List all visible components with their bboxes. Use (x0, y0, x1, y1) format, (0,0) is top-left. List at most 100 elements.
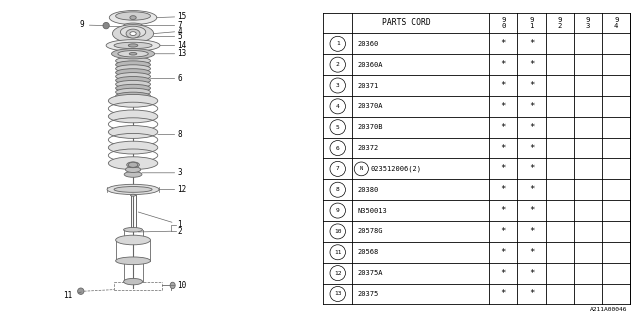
Ellipse shape (124, 23, 143, 28)
Ellipse shape (108, 157, 158, 170)
Circle shape (330, 182, 346, 197)
Ellipse shape (113, 25, 154, 43)
Text: 8: 8 (158, 130, 182, 139)
Ellipse shape (170, 282, 175, 289)
Text: *: * (529, 60, 534, 69)
Ellipse shape (118, 51, 148, 57)
Text: *: * (529, 206, 534, 215)
Ellipse shape (124, 172, 142, 177)
Ellipse shape (130, 32, 136, 36)
Circle shape (330, 36, 346, 51)
Text: 7: 7 (336, 166, 340, 172)
Ellipse shape (128, 44, 138, 47)
Text: PARTS CORD: PARTS CORD (381, 19, 431, 28)
Circle shape (330, 140, 346, 156)
Ellipse shape (116, 235, 150, 245)
Ellipse shape (116, 65, 150, 72)
Ellipse shape (114, 42, 152, 49)
Text: 9: 9 (79, 20, 103, 29)
Text: *: * (500, 248, 506, 257)
Ellipse shape (109, 11, 157, 25)
Text: *: * (500, 268, 506, 278)
Text: 9
3: 9 3 (586, 17, 590, 29)
Text: A211A00046: A211A00046 (590, 307, 627, 312)
Text: 20372: 20372 (357, 145, 378, 151)
Ellipse shape (116, 84, 150, 92)
Text: 12: 12 (159, 185, 187, 194)
Text: 5: 5 (154, 32, 182, 41)
Text: 20375A: 20375A (357, 270, 383, 276)
Text: *: * (500, 185, 506, 194)
Text: N: N (360, 166, 363, 172)
Text: *: * (529, 268, 534, 278)
Text: *: * (500, 206, 506, 215)
Text: *: * (529, 102, 534, 111)
Text: *: * (529, 227, 534, 236)
Text: *: * (529, 81, 534, 90)
Text: *: * (500, 123, 506, 132)
Circle shape (330, 161, 346, 176)
Text: *: * (500, 102, 506, 111)
Ellipse shape (116, 88, 150, 96)
Text: *: * (529, 164, 534, 173)
Text: *: * (500, 60, 506, 69)
Ellipse shape (116, 12, 150, 20)
Ellipse shape (116, 73, 150, 80)
Ellipse shape (128, 162, 138, 167)
Ellipse shape (124, 228, 143, 232)
Ellipse shape (129, 52, 137, 55)
Text: 9
1: 9 1 (529, 17, 534, 29)
Circle shape (330, 286, 346, 301)
Text: 11: 11 (63, 292, 81, 300)
Ellipse shape (116, 257, 150, 265)
Ellipse shape (111, 49, 155, 59)
Ellipse shape (108, 141, 158, 154)
Text: 6: 6 (336, 146, 340, 150)
Text: 7: 7 (143, 21, 182, 30)
Ellipse shape (116, 92, 150, 100)
Circle shape (354, 162, 369, 176)
Ellipse shape (127, 162, 140, 168)
Text: *: * (500, 39, 506, 48)
Text: 15: 15 (157, 12, 187, 21)
Ellipse shape (120, 26, 146, 38)
Text: *: * (500, 227, 506, 236)
Text: 20375: 20375 (357, 291, 378, 297)
Text: 10: 10 (334, 229, 342, 234)
Ellipse shape (116, 57, 150, 65)
Text: *: * (500, 81, 506, 90)
Text: 11: 11 (334, 250, 342, 255)
Ellipse shape (108, 94, 158, 107)
Text: 9
0: 9 0 (501, 17, 506, 29)
Ellipse shape (116, 61, 150, 68)
Circle shape (330, 120, 346, 135)
Text: 9: 9 (336, 208, 340, 213)
Ellipse shape (114, 187, 152, 192)
Text: *: * (500, 164, 506, 173)
Text: 2: 2 (138, 227, 182, 236)
Circle shape (330, 57, 346, 72)
Text: 8: 8 (336, 187, 340, 192)
Text: *: * (529, 144, 534, 153)
Ellipse shape (131, 194, 136, 196)
Text: 20370B: 20370B (357, 124, 383, 130)
Ellipse shape (108, 110, 158, 123)
Text: *: * (529, 123, 534, 132)
Circle shape (330, 266, 346, 281)
Text: 2: 2 (336, 62, 340, 67)
Text: 20371: 20371 (357, 83, 378, 89)
Text: 20578G: 20578G (357, 228, 383, 235)
Ellipse shape (116, 69, 150, 76)
Text: 14: 14 (160, 41, 187, 50)
Ellipse shape (124, 278, 143, 285)
Text: 20360: 20360 (357, 41, 378, 47)
Ellipse shape (116, 80, 150, 88)
Ellipse shape (116, 76, 150, 84)
Circle shape (330, 203, 346, 218)
Text: N350013: N350013 (357, 208, 387, 213)
Text: 9
4: 9 4 (614, 17, 618, 29)
Text: 4: 4 (154, 27, 182, 36)
Ellipse shape (108, 125, 158, 138)
Circle shape (330, 78, 346, 93)
Ellipse shape (106, 40, 160, 51)
